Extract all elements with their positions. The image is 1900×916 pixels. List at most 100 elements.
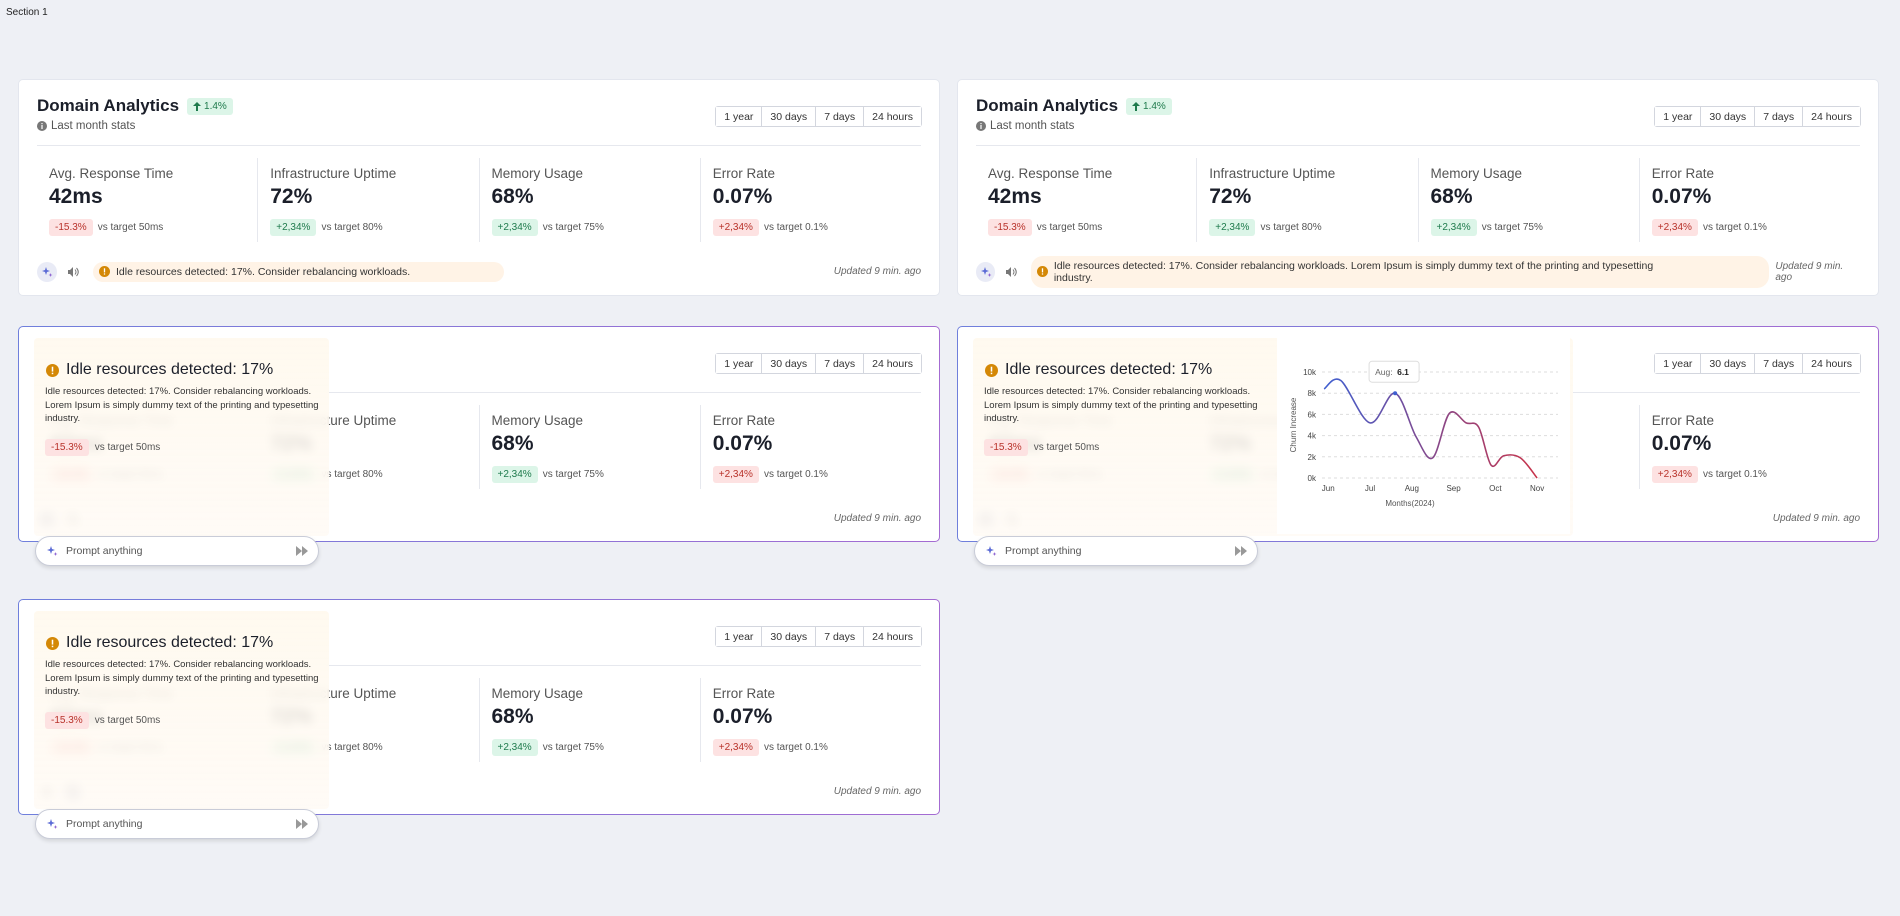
sparkle-icon	[985, 545, 997, 557]
metric: Error Rate 0.07% +2,34% vs target 0.1%	[699, 678, 921, 762]
range-button[interactable]: 1 year	[716, 627, 762, 646]
range-button[interactable]: 30 days	[761, 354, 816, 373]
metric-delta: +2,34%	[712, 219, 759, 236]
range-button[interactable]: 24 hours	[1802, 107, 1860, 126]
metric-delta-row: +2,34% vs target 0.1%	[712, 466, 921, 483]
prompt-placeholder: Prompt anything	[66, 818, 143, 830]
metric-delta: +2,34%	[491, 219, 538, 236]
metric-delta-row: +2,34% vs target 75%	[491, 466, 700, 483]
x-tick-label: Aug	[1405, 484, 1419, 493]
footer: Idle resources detected: 17%. Consider r…	[37, 259, 921, 284]
metric-note: vs target 80%	[321, 222, 383, 233]
metric-value: 72%	[270, 185, 313, 208]
warning-icon	[46, 636, 59, 650]
metric-value: 68%	[491, 185, 534, 208]
tooltip-point	[1393, 391, 1398, 396]
up-arrow	[193, 101, 202, 111]
updated: Updated 9 min. ago	[1775, 260, 1844, 283]
metric-delta: -15.3%	[49, 219, 93, 236]
prompt-bar[interactable]: Prompt anything	[974, 536, 1258, 566]
metric-note: vs target 75%	[542, 469, 604, 480]
range-button[interactable]: 30 days	[1700, 354, 1755, 373]
metric-delta: +2,34%	[1430, 219, 1477, 236]
y-tick-label: 10k	[1303, 368, 1317, 377]
metric-delta: +2,34%	[491, 739, 538, 756]
alert: Idle resources detected: 17%. Consider r…	[1030, 255, 1770, 288]
popup-delta-row: -15.3% vs target 50ms	[45, 439, 160, 456]
title-text: Domain Analytics	[976, 96, 1119, 115]
range-button[interactable]: 7 days	[1754, 354, 1803, 373]
metric: Memory Usage 68% +2,34% vs target 75%	[478, 405, 700, 489]
warning-icon	[985, 363, 998, 377]
metric-label: Error Rate	[712, 413, 776, 428]
line-series	[1323, 378, 1538, 479]
metric-label: Avg. Response Time	[988, 166, 1113, 181]
alert: Idle resources detected: 17%. Consider r…	[93, 261, 505, 282]
change-value: 1.4%	[1143, 100, 1166, 112]
range-button[interactable]: 24 hours	[863, 107, 921, 126]
y-tick-label: 4k	[1308, 432, 1317, 441]
popup-note: vs target 50ms	[1033, 442, 1100, 453]
range-button[interactable]: 1 year	[1655, 107, 1701, 126]
popup-title: Idle resources detected: 17%	[46, 361, 273, 379]
range-button[interactable]: 7 days	[815, 354, 864, 373]
range-button[interactable]: 30 days	[761, 107, 816, 126]
x-tick-label: Nov	[1530, 484, 1544, 493]
metric-label: Memory Usage	[491, 413, 584, 428]
metric-label: Memory Usage	[491, 166, 584, 181]
metric-delta-row: +2,34% vs target 75%	[491, 739, 700, 756]
metric-value: 0.07%	[1651, 432, 1712, 455]
range-button[interactable]: 7 days	[815, 107, 864, 126]
prompt-bar[interactable]: Prompt anything	[35, 809, 319, 839]
metric: Error Rate 0.07% +2,34% vs target 0.1%	[699, 405, 921, 489]
insight-overlay: Idle resources detected: 17% Idle resourc…	[34, 338, 329, 536]
insight-overlay: Idle resources detected: 17% Idle resourc…	[34, 611, 329, 809]
warning-icon	[99, 266, 110, 277]
metric-delta: +2,34%	[1651, 219, 1698, 236]
metric-note: vs target 75%	[1481, 222, 1543, 233]
metric-delta: +2,34%	[491, 466, 538, 483]
metric: Avg. Response Time 42ms -15.3% vs target 50…	[37, 158, 257, 242]
metric-delta-row: +2,34% vs target 80%	[1209, 219, 1417, 236]
metric-delta-row: +2,34% vs target 80%	[270, 219, 478, 236]
metric-value: 72%	[1209, 185, 1252, 208]
metric-value: 68%	[491, 705, 534, 728]
updated: Updated 9 min. ago	[833, 786, 921, 797]
range-button[interactable]: 30 days	[1700, 107, 1755, 126]
range-selector: 1 year 30 days 7 days 24 hours	[715, 353, 922, 374]
speaker-button[interactable]	[1001, 262, 1020, 282]
change-badge: 1.4%	[187, 97, 233, 115]
prompt-bar[interactable]: Prompt anything	[35, 536, 319, 566]
sparkle-icon	[46, 818, 58, 830]
title-text: Domain Analytics	[37, 96, 180, 115]
metric-delta: +2,34%	[712, 466, 759, 483]
insight-overlay: Idle resources detected: 17% Idle resourc…	[973, 338, 1573, 536]
metric: Avg. Response Time 42ms -15.3% vs target 50…	[976, 158, 1196, 242]
metric-note: vs target 0.1%	[763, 742, 828, 753]
tooltip-label: Aug:	[1375, 367, 1393, 377]
metric-label: Memory Usage	[1430, 166, 1523, 181]
x-tick-label: Jun	[1322, 484, 1335, 493]
metric: Error Rate 0.07% +2,34% vs target 0.1%	[1638, 158, 1860, 242]
range-selector: 1 year 30 days 7 days 24 hours	[715, 626, 922, 647]
range-button[interactable]: 1 year	[1655, 354, 1701, 373]
range-button[interactable]: 1 year	[716, 354, 762, 373]
range-button[interactable]: 30 days	[761, 627, 816, 646]
metric-delta: +2,34%	[1651, 466, 1698, 483]
range-button[interactable]: 7 days	[815, 627, 864, 646]
ai-button[interactable]	[976, 261, 996, 282]
range-button[interactable]: 1 year	[716, 107, 762, 126]
range-button[interactable]: 24 hours	[863, 354, 921, 373]
range-button[interactable]: 24 hours	[863, 627, 921, 646]
speaker-button[interactable]	[63, 262, 83, 282]
alert-text: Idle resources detected: 17%. Consider r…	[1053, 259, 1654, 284]
metric-value: 42ms	[988, 185, 1042, 208]
metric-value: 68%	[491, 432, 534, 455]
divider	[37, 145, 921, 146]
range-button[interactable]: 7 days	[1754, 107, 1803, 126]
range-button[interactable]: 24 hours	[1802, 354, 1860, 373]
y-tick-label: 2k	[1308, 453, 1317, 462]
ai-button[interactable]	[37, 261, 57, 282]
metric-value: 68%	[1430, 185, 1473, 208]
